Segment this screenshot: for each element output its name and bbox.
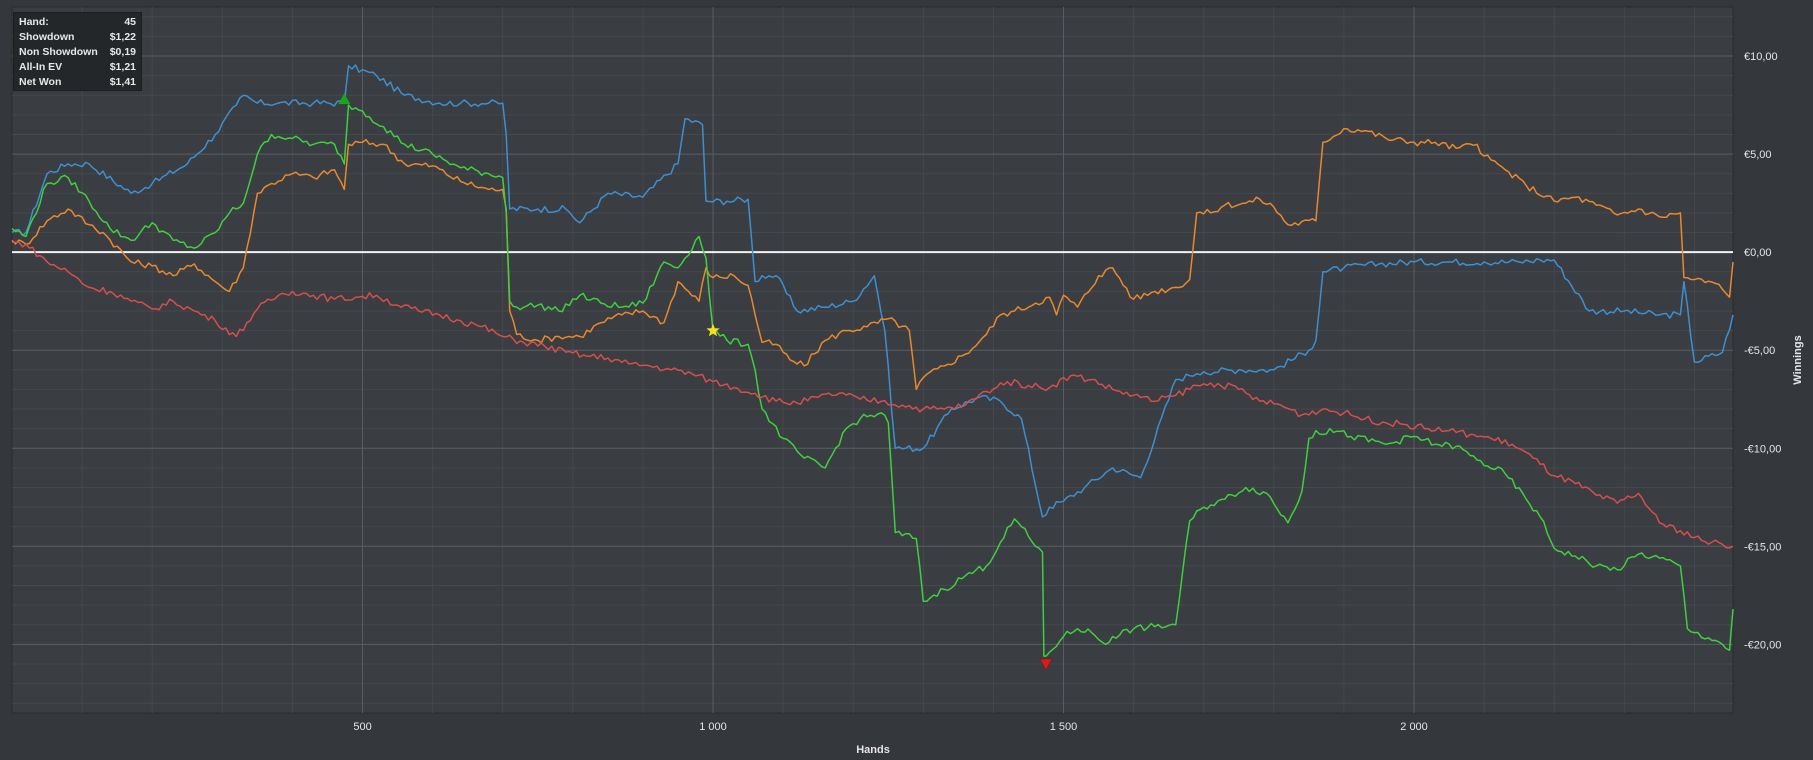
tooltip-value: $1,21 <box>109 61 136 73</box>
tooltip-label: Showdown <box>19 31 75 43</box>
tooltip-label: All-In EV <box>19 61 63 73</box>
plot-area <box>11 6 1734 714</box>
x-tick-label: 1 000 <box>699 721 727 733</box>
series-line-3 <box>11 104 1734 657</box>
tooltip-value: 45 <box>124 16 136 28</box>
tooltip-value: $1,41 <box>109 76 136 88</box>
event-markers <box>338 93 1053 671</box>
tooltip-label: Net Won <box>19 76 62 88</box>
major-grid <box>12 7 1733 713</box>
x-axis-title: Hands <box>856 744 890 756</box>
series-line-2 <box>11 127 1734 391</box>
tooltip-row-net-won: Net Won $1,41 <box>19 75 136 90</box>
tooltip-label: Hand: <box>19 16 49 28</box>
y-axis-ticks: €10,00 €5,00 €0,00 -€5,00 -€10,00 -€15,00 -€20… <box>1744 51 1781 651</box>
marker-star <box>706 323 720 337</box>
y-axis-title: Winnings <box>1792 335 1804 384</box>
tooltip-label: Non Showdown <box>19 46 98 58</box>
y-tick-label: -€15,00 <box>1744 541 1781 553</box>
tooltip-row-hand: Hand: 45 <box>19 15 136 30</box>
marker-triangle-up <box>338 93 351 105</box>
y-tick-label: €5,00 <box>1744 149 1772 161</box>
y-tick-label: -€20,00 <box>1744 639 1781 651</box>
x-tick-label: 1 500 <box>1050 721 1078 733</box>
tooltip-row-showdown: Showdown $1,22 <box>19 30 136 45</box>
y-tick-label: -€10,00 <box>1744 443 1781 455</box>
marker-triangle-down <box>1039 658 1053 671</box>
series-lines <box>11 64 1734 657</box>
minor-grid <box>12 7 1733 713</box>
x-tick-label: 500 <box>353 721 371 733</box>
x-tick-label: 2 000 <box>1400 721 1428 733</box>
x-axis-ticks: 500 1 000 1 500 2 000 <box>353 721 1427 733</box>
tooltip-value: $0,19 <box>109 46 136 58</box>
y-tick-label: -€5,00 <box>1744 345 1775 357</box>
series-line-4 <box>11 241 1734 549</box>
y-tick-label: €10,00 <box>1744 51 1778 63</box>
tooltip-value: $1,22 <box>109 31 136 43</box>
y-tick-label: €0,00 <box>1744 247 1772 259</box>
series-line-1 <box>11 64 1734 518</box>
tooltip-row-allin-ev: All-In EV $1,21 <box>19 60 136 75</box>
hand-tooltip: Hand: 45 Showdown $1,22 Non Showdown $0,… <box>13 12 142 91</box>
tooltip-row-non-showdown: Non Showdown $0,19 <box>19 45 136 60</box>
